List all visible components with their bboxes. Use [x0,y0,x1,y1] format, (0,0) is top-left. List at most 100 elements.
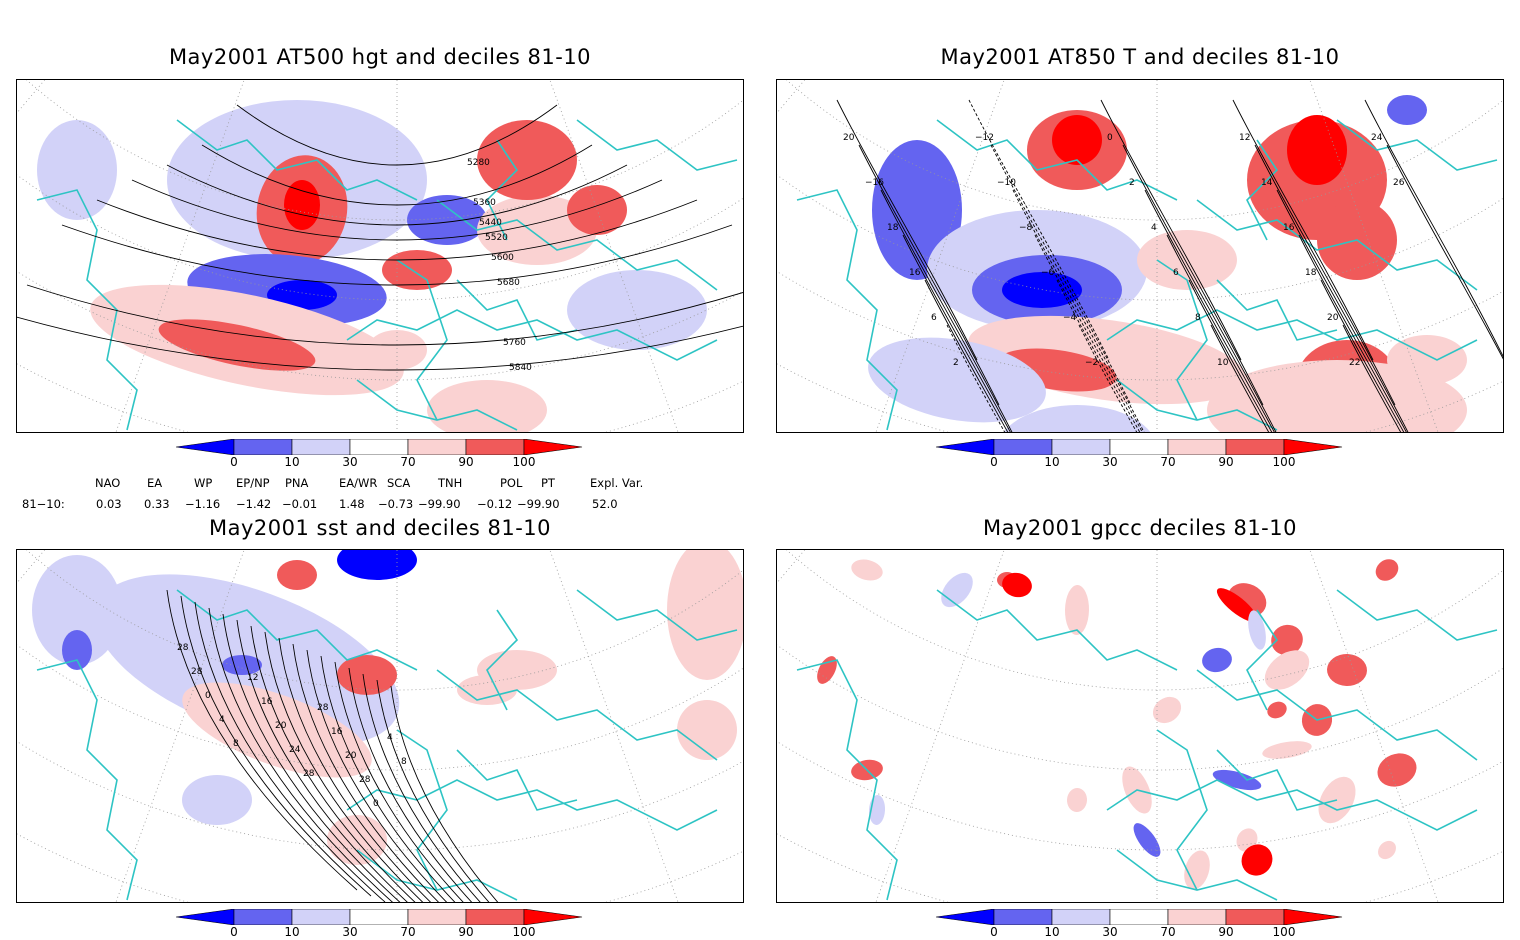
index-header: TNH [438,476,463,490]
contour-line [61,224,733,286]
coastline [1336,119,1498,171]
map-hgt500: 5280 5360 5440 5520 5600 5680 5760 5840 [16,79,744,433]
contour-line [278,637,432,902]
colorbar-swatch [1167,909,1227,925]
colorbar-swatch [291,909,351,925]
coastline [1216,749,1338,811]
contour-line [306,649,448,902]
coastline [36,659,138,901]
contour-label: 5280 [467,158,490,168]
decile-anomaly-region [868,337,1046,423]
decile-anomaly-region [284,180,320,230]
coastline [346,779,718,831]
decile-anomaly-region [1137,230,1237,290]
contour-line [902,234,1011,432]
decile-anomaly-region [367,330,427,370]
index-row-label: 81−10: [22,497,65,511]
decile-anomaly-region [327,815,387,865]
coastline [1106,779,1478,831]
colorbar-label: 10 [1044,455,1060,469]
coastline [1246,609,1279,711]
decile-anomaly-region [1002,272,1082,308]
contour-line [17,316,743,371]
contour-label: 22 [1349,358,1360,368]
colorbar-label: 30 [342,455,358,469]
coastline [796,189,898,431]
decile-anomaly-region [1378,840,1396,860]
colorbar-swatch [176,909,235,925]
decile-anomaly-region [427,380,547,432]
colorbar-swatch [349,439,409,455]
contour-label: −8 [1019,223,1033,233]
coastline [576,589,738,641]
contour-line [1386,144,1503,360]
contour-line [1276,189,1409,432]
coastline [36,189,138,431]
decile-anomaly-region [817,656,837,684]
index-header: NAO [95,476,121,490]
decile-anomaly-region [158,319,316,371]
colorbar-swatch [1051,439,1111,455]
decile-anomaly-region [1248,610,1266,650]
colorbar-swatch [176,439,235,455]
decile-anomaly-region [277,560,317,590]
colorbar-swatch [233,439,293,455]
colorbar-label: 0 [990,925,998,939]
contour-line [264,631,424,902]
colorbar-swatch [349,909,409,925]
colorbar-label: 10 [1044,925,1060,939]
contour-line [1342,324,1402,432]
contour-label: 24 [1371,133,1383,143]
map-hgt500-canvas: 5280 5360 5440 5520 5600 5680 5760 5840 [17,80,743,432]
contour-label: 18 [887,223,899,233]
coastline [1106,309,1478,361]
contour-line [836,99,978,361]
index-header: POL [500,476,523,490]
index-value: −1.42 [236,497,272,511]
colorbar-swatch [936,909,995,925]
contour-label: 0 [1107,133,1113,143]
coastline [176,119,418,201]
decile-anomaly-region [677,700,737,760]
colorbar-swatch [1283,439,1343,455]
map-t850: 20 −16 18 16 6 2 −12 −10 −8 −6 −4 −2 0 2 4 6 8 10 12 14 16 18… [776,79,1504,433]
index-header: PT [541,476,555,490]
map-gpcc-canvas [777,550,1503,902]
index-value: −0.01 [282,497,318,511]
meridian-line [1157,80,1503,110]
index-value: 1.48 [339,497,365,511]
contour-label: 28 [317,703,329,713]
contour-line [1166,234,1275,432]
coastline [1216,279,1338,341]
contour-label: 0 [205,691,211,701]
decile-anomaly-region [182,682,372,778]
contour-line [1210,324,1270,432]
contour-line [1122,144,1264,406]
contour-label: 12 [247,673,258,683]
contour-label: −10 [997,178,1016,188]
contour-line [166,589,358,891]
contour-line [946,324,1006,432]
meridian-line [1157,550,1503,580]
contour-line [194,601,386,902]
contour-line [222,613,401,902]
colorbar-swatch [993,909,1053,925]
decile-anomaly-region [1387,95,1427,125]
contour-label: −2 [1085,358,1098,368]
decile-anomaly-region [62,630,92,670]
decile-anomaly-region [182,775,252,825]
contour-label: 5520 [485,233,508,243]
contour-label: 6 [931,313,937,323]
contour-line [968,99,1110,361]
contour-label: 4 [1151,223,1157,233]
contour-label: 5760 [503,338,526,348]
colorbar-sst: 0 10 30 70 90 100 [176,909,586,940]
contour-line [96,199,698,261]
contour-label: −4 [1063,313,1077,323]
decile-anomaly-region [267,280,337,310]
coastline [1196,199,1478,291]
decile-anomaly-region [941,572,973,608]
colorbar-gpcc: 0 10 30 70 90 100 [936,909,1346,940]
map-sst-canvas: 28 28 0 4 8 12 16 20 24 28 28 16 20 28 0 4 8 [17,550,743,902]
contour-line [26,284,743,346]
